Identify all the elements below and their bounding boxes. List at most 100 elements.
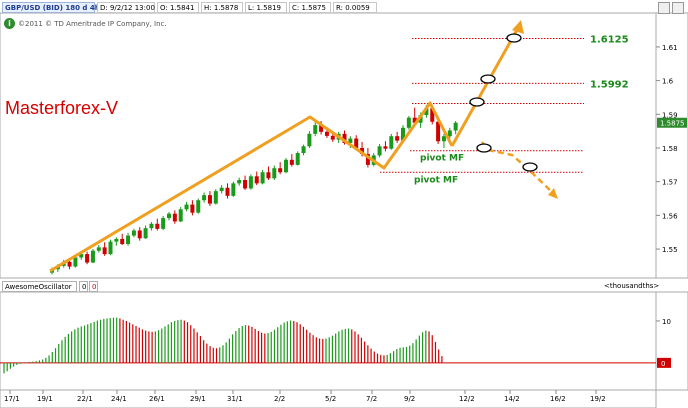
- time-axis: [0, 389, 657, 408]
- time-tick-label: 5/2: [325, 395, 336, 403]
- oscillator-value-1: 0: [79, 281, 88, 292]
- time-tick-label: 24/1: [111, 395, 127, 403]
- candle-body: [237, 180, 242, 184]
- candle-body: [342, 133, 347, 143]
- price-tick-label: 1.6: [662, 78, 674, 86]
- candle-body: [231, 183, 236, 196]
- time-tick-label: 22/1: [77, 395, 93, 403]
- symbol-title[interactable]: GBP/USD (BID) 180 d 4h: [2, 2, 100, 13]
- candle-body: [225, 187, 230, 196]
- candle-body: [447, 130, 452, 137]
- range-readout: R: 0.0059: [333, 2, 377, 13]
- candle-body: [120, 238, 125, 244]
- time-tick-label: 16/2: [550, 395, 566, 403]
- candle-body: [102, 247, 107, 255]
- high-readout: H: 1.5878: [201, 2, 243, 13]
- price-tick-label: 1.61: [662, 44, 678, 52]
- candle-body: [301, 146, 306, 154]
- candle-body: [365, 154, 370, 165]
- target-marker: [476, 143, 492, 153]
- candle-body: [73, 257, 78, 267]
- oscillator-zero-marker: [657, 357, 671, 368]
- price-tick-label: 1.59: [662, 111, 678, 119]
- time-tick-label: 26/1: [149, 395, 165, 403]
- candle-body: [184, 204, 189, 210]
- candles: [50, 104, 458, 275]
- time-tick-label: 19/1: [37, 395, 53, 403]
- time-tick-label: 14/2: [504, 395, 520, 403]
- wave-path: [49, 101, 454, 273]
- candle-body: [155, 223, 160, 229]
- target-marker: [522, 162, 538, 172]
- oscillator-axis: [655, 291, 688, 391]
- target-level-label: 1.5992: [590, 79, 629, 90]
- candle-body: [360, 148, 365, 155]
- time-tick-label: 19/2: [590, 395, 606, 403]
- candle-body: [167, 213, 171, 219]
- price-panel: [0, 12, 657, 279]
- price-tick-label: 1.56: [662, 212, 678, 220]
- oscillator-zero-label: 0: [661, 360, 665, 368]
- time-tick-label: 9/2: [404, 395, 415, 403]
- maximize-button[interactable]: [658, 2, 670, 14]
- candle-body: [85, 254, 90, 263]
- candle-body: [126, 235, 131, 244]
- info-icon[interactable]: i: [4, 18, 15, 29]
- time-tick-label: 7/2: [366, 395, 377, 403]
- candle-body: [295, 153, 300, 165]
- candle-body: [453, 122, 458, 131]
- candle-body: [412, 117, 417, 123]
- candle-body: [207, 195, 212, 204]
- target-marker: [506, 33, 522, 43]
- candle-body: [149, 223, 154, 229]
- candle-body: [90, 250, 95, 263]
- candle-body: [213, 191, 218, 204]
- price-tick-label: 1.58: [662, 145, 678, 153]
- target-level-label: 1.6125: [590, 35, 629, 46]
- candle-body: [395, 136, 400, 141]
- candle-body: [172, 213, 177, 222]
- oscillator-value-2: 0: [89, 281, 98, 292]
- close-button[interactable]: [672, 2, 684, 14]
- candle-body: [348, 138, 353, 143]
- candle-body: [79, 254, 84, 258]
- brand-label: Masterforex-V: [5, 98, 119, 118]
- candle-body: [354, 138, 359, 148]
- candle-body: [67, 261, 72, 267]
- candle-body: [114, 238, 119, 242]
- pivot-label: pivot MF: [420, 154, 464, 164]
- pivot-label: pivot MF: [414, 175, 458, 185]
- time-ticks: 17/1 19/1 22/1 24/1 26/1 29/1 31/1 2/2 5/2 7/2 9/2…: [4, 390, 606, 403]
- oscillator-panel: [0, 291, 657, 391]
- price-ticks: 1.61 1.6 1.59 1.58 1.57 1.56 1.55 1.5875: [656, 44, 687, 254]
- projection-up-arrowhead: [512, 20, 524, 34]
- candle-body: [441, 136, 446, 142]
- time-tick-label: 29/1: [190, 395, 206, 403]
- annotation-labels: 1.6125 1.5992 pivot MF pivot MF: [414, 35, 629, 186]
- open-readout: O: 1.5841: [157, 2, 199, 13]
- oscillator-units: <thousandths>: [604, 282, 660, 290]
- price-tick-label: 1.55: [662, 246, 678, 254]
- price-tick-label: 1.57: [662, 179, 678, 187]
- candle-body: [319, 125, 324, 132]
- candle-body: [436, 121, 441, 142]
- projection-down-line: [481, 141, 554, 194]
- wave-lines: [49, 20, 558, 273]
- date-readout: D: 9/2/12 13:00: [97, 2, 155, 13]
- candle-body: [131, 230, 136, 236]
- oscillator-name[interactable]: AwesomeOscillator: [2, 281, 77, 292]
- candle-body: [260, 172, 265, 184]
- candle-body: [254, 176, 259, 184]
- candle-body: [324, 131, 329, 136]
- current-price-label: 1.5875: [660, 120, 685, 128]
- candle-body: [178, 209, 183, 222]
- price-axis: [655, 12, 688, 279]
- target-marker: [480, 74, 496, 84]
- candle-body: [243, 180, 248, 189]
- candle-body: [143, 228, 148, 239]
- copyright-text: ©2011 © TD Ameritrade IP Company, Inc.: [18, 20, 167, 28]
- candle-body: [202, 195, 207, 201]
- close-readout: C: 1.5875: [289, 2, 331, 13]
- candle-body: [377, 146, 382, 156]
- candle-body: [137, 230, 142, 239]
